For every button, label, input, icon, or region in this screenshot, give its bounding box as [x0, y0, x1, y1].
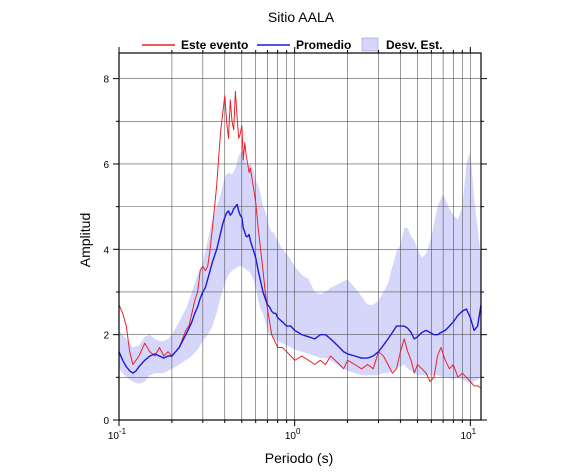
legend-label: Promedio — [296, 38, 351, 52]
y-tick-label: 4 — [103, 245, 109, 256]
x-axis-label: Periodo (s) — [265, 450, 333, 466]
y-tick-label: 8 — [103, 75, 109, 86]
x-tick-label: 10-1 — [108, 427, 127, 442]
axes-layer — [118, 52, 482, 421]
series-layer — [118, 90, 482, 389]
y-axis-label: Amplitud — [77, 213, 93, 267]
mean-series-line — [118, 203, 482, 374]
legend-label: Este evento — [181, 38, 248, 52]
x-tick-label: 100 — [285, 427, 301, 442]
plot-frame — [118, 52, 482, 421]
y-tick-label: 0 — [103, 416, 109, 427]
y-tick-label: 2 — [103, 331, 109, 342]
legend-box-swatch — [361, 37, 379, 52]
legend: Este evento Promedio Desv. Est. — [142, 37, 442, 52]
event-series-line — [118, 90, 482, 389]
legend-label: Desv. Est. — [386, 38, 442, 52]
x-tick-label: 101 — [461, 427, 477, 442]
std-band-layer — [119, 151, 481, 384]
y-tick-label: 6 — [103, 160, 109, 171]
std-band-area — [119, 151, 481, 384]
tick-layer: 10-1 100 101 0 2 4 6 8 — [103, 47, 487, 442]
chart-title: Sitio AALA — [268, 9, 335, 25]
